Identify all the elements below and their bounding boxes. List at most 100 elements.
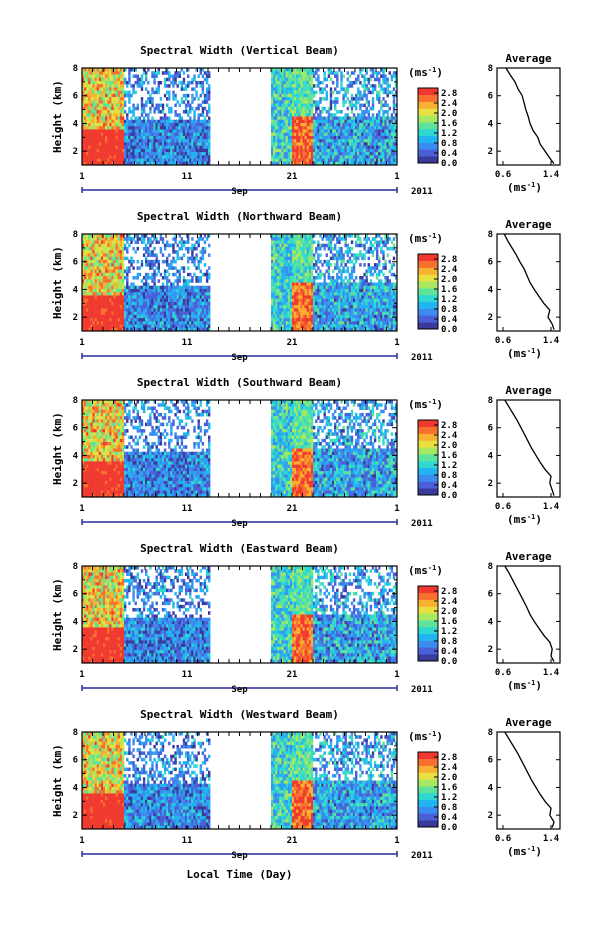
heatmap-cell bbox=[273, 246, 276, 251]
heatmap-cell bbox=[191, 122, 194, 127]
heatmap-cell bbox=[371, 155, 375, 159]
heatmap-cell bbox=[170, 295, 173, 299]
heatmap-cell bbox=[170, 158, 173, 163]
heatmap-cell bbox=[308, 119, 312, 124]
heatmap-cell bbox=[201, 68, 205, 72]
heatmap-cell bbox=[275, 126, 278, 130]
heatmap-cell bbox=[277, 259, 280, 264]
heatmap-cell bbox=[138, 145, 142, 150]
heatmap-cell bbox=[109, 324, 112, 329]
heatmap-cell bbox=[199, 288, 202, 293]
heatmap-cell bbox=[94, 285, 97, 290]
heatmap-cell bbox=[302, 132, 305, 137]
heatmap-cell bbox=[151, 292, 154, 296]
heatmap-cell bbox=[157, 71, 160, 75]
heatmap-cell bbox=[100, 292, 104, 296]
heatmap-cell bbox=[163, 243, 167, 248]
heatmap-cell bbox=[277, 126, 280, 130]
heatmap-cell bbox=[182, 298, 186, 303]
heatmap-cell bbox=[151, 324, 154, 329]
heatmap-cell bbox=[376, 116, 379, 121]
heatmap-cell bbox=[361, 74, 364, 78]
heatmap-cell bbox=[105, 269, 108, 274]
heatmap-cell bbox=[134, 132, 137, 137]
heatmap-cell bbox=[306, 155, 310, 159]
heatmap-cell bbox=[82, 266, 85, 270]
heatmap-cell bbox=[292, 77, 295, 82]
heatmap-cell bbox=[136, 103, 139, 108]
heatmap-cell bbox=[184, 119, 188, 124]
heatmap-cell bbox=[94, 295, 97, 299]
heatmap-cell bbox=[329, 126, 333, 130]
heatmap-cell bbox=[184, 298, 188, 303]
heatmap-cell bbox=[323, 148, 326, 153]
heatmap-cell bbox=[149, 288, 152, 293]
heatmap-cell bbox=[187, 155, 190, 159]
heatmap-cell bbox=[103, 119, 106, 124]
heatmap-cell bbox=[136, 152, 139, 156]
heatmap-cell bbox=[128, 269, 131, 274]
heatmap-cell bbox=[283, 90, 286, 95]
heatmap-cell bbox=[96, 113, 100, 117]
heatmap-cell bbox=[100, 282, 104, 287]
heatmap-cell bbox=[292, 116, 295, 121]
heatmap-cell bbox=[140, 77, 144, 82]
heatmap-cell bbox=[128, 305, 131, 309]
heatmap-cell bbox=[380, 87, 383, 91]
heatmap-cell bbox=[361, 132, 364, 137]
heatmap-cell bbox=[100, 90, 104, 95]
heatmap-cell bbox=[331, 80, 335, 85]
heatmap-cell bbox=[392, 103, 396, 108]
heatmap-cell bbox=[296, 318, 299, 322]
heatmap-cell bbox=[281, 288, 284, 293]
heatmap-cell bbox=[331, 148, 335, 153]
heatmap-cell bbox=[115, 240, 118, 244]
heatmap-cell bbox=[378, 129, 381, 133]
heatmap-cell bbox=[161, 301, 165, 306]
heatmap-cell bbox=[159, 155, 163, 159]
heatmap-cell bbox=[82, 240, 85, 244]
heatmap-cell bbox=[159, 139, 163, 143]
heatmap-cell bbox=[369, 132, 373, 137]
heatmap-cell bbox=[82, 256, 85, 261]
heatmap-cell bbox=[365, 148, 368, 153]
heatmap-cell bbox=[151, 135, 154, 140]
heatmap-cell bbox=[323, 145, 326, 150]
heatmap-cell bbox=[126, 301, 129, 306]
heatmap-cell bbox=[382, 116, 385, 121]
heatmap-cell bbox=[388, 161, 391, 166]
heatmap-cell bbox=[275, 288, 278, 293]
heatmap-cell bbox=[271, 276, 274, 280]
heatmap-cell bbox=[334, 139, 337, 143]
heatmap-cell bbox=[121, 237, 125, 241]
heatmap-cell bbox=[111, 234, 114, 238]
heatmap-cell bbox=[203, 126, 207, 130]
heatmap-cell bbox=[92, 266, 95, 270]
heatmap-cell bbox=[103, 129, 106, 133]
heatmap-cell bbox=[317, 158, 320, 163]
heatmap-cell bbox=[157, 298, 160, 303]
heatmap-cell bbox=[107, 93, 110, 98]
heatmap-cell bbox=[275, 314, 278, 319]
heatmap-cell bbox=[84, 282, 87, 287]
heatmap-cell bbox=[100, 243, 104, 248]
heatmap-cell bbox=[117, 152, 121, 156]
heatmap-cell bbox=[86, 243, 89, 248]
heatmap-cell bbox=[124, 145, 127, 150]
heatmap-cell bbox=[275, 142, 278, 146]
heatmap-cell bbox=[285, 234, 289, 238]
heatmap-cell bbox=[90, 269, 93, 274]
heatmap-cell bbox=[100, 250, 104, 254]
heatmap-cell bbox=[170, 314, 173, 319]
heatmap-cell bbox=[296, 77, 299, 82]
heatmap-cell bbox=[334, 71, 337, 75]
heatmap-cell bbox=[203, 93, 207, 98]
heatmap-cell bbox=[138, 161, 142, 166]
heatmap-cell bbox=[189, 256, 192, 261]
heatmap-cell bbox=[355, 145, 358, 150]
heatmap-cell bbox=[394, 129, 398, 133]
heatmap-cell bbox=[355, 93, 358, 98]
heatmap-cell bbox=[161, 71, 165, 75]
heatmap-cell bbox=[193, 295, 196, 299]
heatmap-cell bbox=[187, 148, 190, 153]
